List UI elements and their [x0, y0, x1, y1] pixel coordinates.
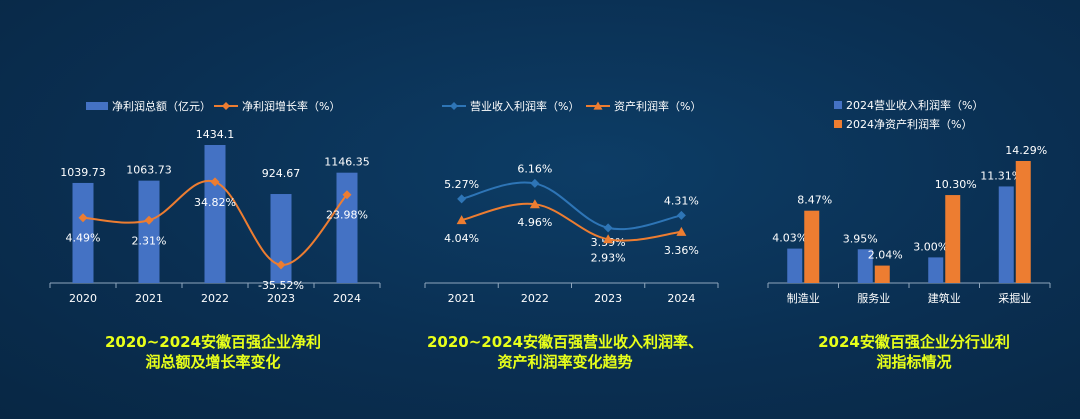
chart3-bar-label: 2.04%: [868, 249, 903, 262]
chart2-series-marker: [603, 234, 614, 244]
chart3-bar: [874, 265, 890, 283]
chart1-bar: [138, 180, 160, 283]
chart1-x-tick-label: 2024: [333, 292, 361, 305]
chart1-legend-bar-label: 净利润总额（亿元）: [112, 99, 211, 113]
chart1-growth-marker: [342, 190, 352, 200]
chart2-series-marker: [456, 215, 467, 225]
chart1-growth-label: 34.82%: [194, 196, 236, 209]
chart2-x-tick-label: 2024: [667, 292, 695, 305]
chart3-x-tick-label: 建筑业: [928, 291, 961, 305]
chart3-bar-label: 8.47%: [797, 194, 832, 207]
chart3-bar: [857, 249, 873, 283]
chart1-x-tick-label: 2021: [135, 292, 163, 305]
chart2-point-label: 6.16%: [517, 162, 552, 175]
chart1-bar: [204, 145, 226, 283]
chart2-series-marker: [676, 226, 687, 236]
chart3-x-tick-label: 采掘业: [998, 291, 1031, 305]
chart2-caption-line2: 资产利润率变化趋势: [497, 353, 633, 371]
chart1-caption-line1: 2020~2024安徽百强企业净利: [104, 333, 322, 351]
chart2-x-tick-label: 2022: [521, 292, 549, 305]
chart1-growth-marker: [210, 177, 220, 187]
chart1-bar-label: 1063.73: [126, 164, 172, 177]
chart3-bar: [945, 195, 961, 283]
chart3-bar-label: 11.31%: [980, 169, 1022, 182]
chart1-x-tick-label: 2022: [201, 292, 229, 305]
chart3-bar: [804, 210, 820, 283]
chart2-series-marker: [530, 178, 540, 188]
chart1-growth-label: 4.49%: [66, 232, 101, 245]
chart1-legend-line-marker: [222, 102, 230, 110]
chart2-legend-label: 营业收入利润率（%）: [470, 99, 579, 113]
chart1-growth-marker: [78, 213, 88, 223]
chart3-caption-line1: 2024安徽百强企业分行业利: [818, 333, 1010, 351]
chart3-bar: [928, 257, 944, 283]
chart1-bar-label: 924.67: [262, 167, 301, 180]
chart2-legend-diamond-marker: [450, 102, 458, 110]
chart3-bar-label: 3.00%: [913, 240, 948, 253]
chart3-legend-label: 2024净资产利润率（%）: [846, 117, 972, 131]
chart1-growth-label: 2.31%: [132, 234, 167, 247]
chart3-caption: 2024安徽百强企业分行业利 润指标情况: [764, 332, 1064, 372]
chart1-bar-label: 1146.35: [324, 156, 370, 169]
chart3-bar-label: 10.30%: [935, 178, 977, 191]
chart1-growth-line: [82, 179, 348, 266]
chart2-x-tick-label: 2023: [594, 292, 622, 305]
chart2-point-label: 4.04%: [444, 232, 479, 245]
chart1-growth-label: 23.98%: [326, 209, 368, 222]
chart2-caption-line1: 2020~2024安徽百强营业收入利润率、: [426, 333, 704, 351]
chart1-bar-label: 1434.1: [196, 128, 235, 141]
chart1-x-tick-label: 2023: [267, 292, 295, 305]
chart3-legend-label: 2024营业收入利润率（%）: [846, 98, 983, 112]
chart2-series-marker: [603, 223, 613, 233]
chart1-bar: [72, 182, 94, 283]
chart2-legend-triangle-marker: [593, 101, 603, 110]
chart3-bar: [1015, 161, 1031, 283]
chart3-bar: [787, 248, 803, 283]
chart3-bar-label: 14.29%: [1005, 144, 1047, 157]
chart2-point-label: 3.36%: [664, 244, 699, 257]
chart2-legend-label: 资产利润率（%）: [614, 99, 701, 113]
chart3-x-tick-label: 制造业: [787, 291, 820, 305]
chart3-legend-swatch: [834, 101, 842, 109]
chart2-point-label: 5.27%: [444, 178, 479, 191]
chart3-bar-label: 4.03%: [772, 232, 807, 245]
chart1-caption: 2020~2024安徽百强企业净利 润总额及增长率变化: [63, 332, 363, 372]
chart1-bar-label: 1039.73: [60, 166, 106, 179]
chart1-caption-line2: 润总额及增长率变化: [145, 353, 281, 371]
chart2-point-label: 4.96%: [517, 216, 552, 229]
chart3-x-tick-label: 服务业: [857, 292, 890, 305]
chart2-point-label: 2.93%: [591, 251, 626, 264]
chart3-caption-line2: 润指标情况: [876, 353, 952, 371]
chart1-growth-label: -35.52%: [258, 279, 304, 292]
chart2-series-marker: [457, 194, 467, 204]
chart3-bar: [998, 186, 1014, 283]
chart2-series-line: [461, 202, 682, 242]
chart2-series-line: [461, 181, 682, 231]
chart1-bar: [336, 172, 358, 283]
chart3-legend-swatch: [834, 120, 842, 128]
chart2-caption: 2020~2024安徽百强营业收入利润率、 资产利润率变化趋势: [415, 332, 715, 372]
chart1-legend-bar-swatch: [86, 102, 108, 110]
chart1-legend-line-label: 净利润增长率（%）: [242, 99, 340, 113]
chart1-growth-marker: [144, 215, 154, 225]
chart2-series-marker: [529, 199, 540, 209]
chart2-point-label: 4.31%: [664, 194, 699, 207]
chart1-growth-marker: [276, 260, 286, 270]
chart2-series-marker: [676, 210, 686, 220]
chart1-bar: [270, 194, 292, 283]
chart3-bar-label: 3.95%: [843, 232, 878, 245]
chart2-x-tick-label: 2021: [448, 292, 476, 305]
chart1-x-tick-label: 2020: [69, 292, 97, 305]
